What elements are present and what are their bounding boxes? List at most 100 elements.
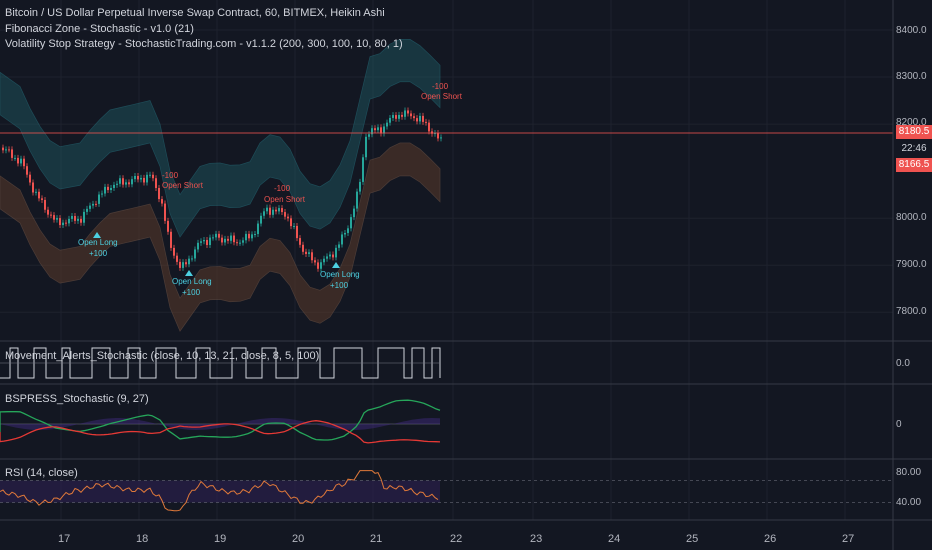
trade-markers — [93, 232, 340, 276]
candle-body — [44, 199, 46, 210]
candle-body — [14, 157, 16, 159]
candle-body — [341, 234, 343, 245]
candle-body — [326, 256, 328, 259]
open-long-value: +100 — [330, 281, 349, 290]
candle-body — [257, 223, 259, 235]
candle-body — [32, 182, 34, 193]
indicator-volatility-stop[interactable]: Volatility Stop Strategy - StochasticTra… — [5, 38, 403, 50]
candle-body — [134, 175, 136, 180]
candle-body — [254, 234, 256, 236]
candle-body — [212, 237, 214, 239]
candle-body — [299, 238, 301, 245]
candle-body — [284, 212, 286, 217]
candle-body — [323, 258, 325, 263]
heikin-ashi-candles[interactable] — [2, 107, 442, 272]
time-label: 17 — [58, 533, 71, 545]
candle-body — [281, 208, 283, 213]
candle-body — [377, 127, 379, 131]
candle-body — [125, 182, 127, 185]
upper-stop-band — [0, 39, 441, 238]
candle-body — [383, 126, 385, 134]
candle-body — [269, 207, 271, 215]
candle-body — [8, 149, 10, 151]
candle-body — [71, 216, 73, 219]
candle-body — [65, 222, 67, 224]
candle-body — [248, 233, 250, 239]
candle-body — [200, 241, 202, 243]
time-label: 27 — [842, 533, 855, 545]
candle-body — [437, 133, 439, 139]
candle-body — [80, 218, 82, 223]
candle-body — [38, 191, 40, 199]
candle-body — [404, 110, 406, 117]
candle-body — [359, 181, 361, 192]
candle-body — [2, 147, 4, 151]
candle-body — [5, 149, 7, 151]
time-label: 20 — [292, 533, 305, 545]
price-grid — [0, 0, 893, 520]
rsi-title[interactable]: RSI (14, close) — [5, 467, 78, 479]
candle-body — [158, 188, 160, 200]
movement-alerts-line — [0, 347, 441, 379]
candle-body — [110, 187, 112, 191]
bspress-sell-line — [0, 420, 441, 444]
time-label: 25 — [686, 533, 699, 545]
price-tick: 8200.0 — [896, 117, 927, 128]
candle-body — [176, 255, 178, 262]
candle-body — [26, 166, 28, 175]
candle-body — [332, 254, 334, 258]
price-tick: 8000.0 — [896, 212, 927, 223]
candle-body — [146, 174, 148, 183]
symbol-title[interactable]: Bitcoin / US Dollar Perpetual Inverse Sw… — [5, 7, 385, 19]
movement-alerts-title[interactable]: Movement_Alerts_Stochastic (close, 10, 1… — [5, 350, 320, 362]
indicator-fibonacci-zone[interactable]: Fibonacci Zone - Stochastic - v1.0 (21) — [5, 23, 194, 35]
candle-body — [407, 110, 409, 114]
candle-body — [428, 122, 430, 132]
candle-body — [350, 217, 352, 229]
candle-body — [203, 239, 205, 242]
candle-body — [239, 242, 241, 244]
candle-body — [353, 208, 355, 218]
candle-body — [191, 258, 193, 260]
candle-body — [164, 203, 166, 221]
candle-body — [251, 234, 253, 239]
candle-body — [395, 115, 397, 119]
volatility-stop-channels — [0, 39, 441, 332]
candle-body — [221, 237, 223, 243]
stop-price-tag: 8166.5 — [896, 158, 932, 172]
open-short-value: -100 — [432, 82, 449, 91]
candle-body — [122, 178, 124, 185]
movement-wave — [0, 347, 441, 379]
candle-body — [365, 136, 367, 158]
candle-body — [347, 228, 349, 233]
candle-body — [302, 244, 304, 252]
candle-body — [98, 194, 100, 204]
bspress-title[interactable]: BSPRESS_Stochastic (9, 27) — [5, 393, 149, 405]
candle-body — [89, 205, 91, 209]
candle-body — [320, 262, 322, 269]
candle-body — [182, 262, 184, 268]
price-tick: 7900.0 — [896, 259, 927, 270]
candle-body — [140, 177, 142, 180]
candle-body — [74, 216, 76, 221]
candle-body — [218, 233, 220, 238]
candle-body — [206, 239, 208, 246]
open-short-value: -100 — [274, 184, 291, 193]
candle-body — [356, 191, 358, 209]
candle-body — [368, 134, 370, 137]
candle-body — [59, 218, 61, 226]
candle-body — [209, 237, 211, 246]
candle-body — [137, 175, 139, 180]
candle-body — [266, 207, 268, 212]
candle-body — [329, 254, 331, 257]
lower-stop-band — [0, 142, 441, 332]
open-long-value: +100 — [182, 288, 201, 297]
open-short-label: Open Short — [162, 181, 203, 190]
candle-body — [53, 215, 55, 220]
open-long-label: Open Long — [172, 277, 212, 286]
candle-body — [335, 247, 337, 258]
time-label: 21 — [370, 533, 383, 545]
candle-body — [179, 261, 181, 268]
candle-body — [41, 198, 43, 200]
